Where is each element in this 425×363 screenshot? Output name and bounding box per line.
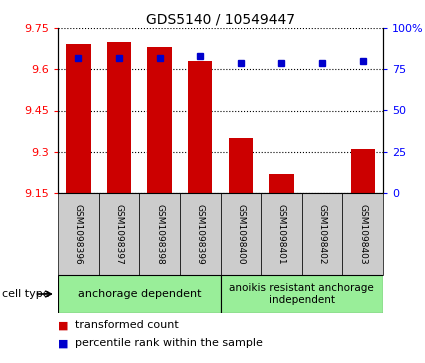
Bar (229, 138, 253, 193)
Text: GSM1098396: GSM1098396 (74, 204, 83, 264)
Bar (261, 193, 302, 275)
Text: transformed count: transformed count (75, 320, 179, 330)
Bar (139, 193, 180, 275)
Bar (147, 47, 172, 193)
Text: ■: ■ (58, 320, 68, 330)
Text: GSM1098399: GSM1098399 (196, 204, 205, 264)
Text: GSM1098397: GSM1098397 (114, 204, 123, 264)
Bar (221, 193, 261, 275)
Text: GSM1098400: GSM1098400 (236, 204, 245, 264)
Bar (221, 275, 383, 313)
Text: ■: ■ (58, 338, 68, 348)
Text: GSM1098401: GSM1098401 (277, 204, 286, 264)
Text: GSM1098403: GSM1098403 (358, 204, 367, 264)
Title: GDS5140 / 10549447: GDS5140 / 10549447 (146, 13, 295, 27)
Bar (269, 174, 294, 193)
Text: cell type: cell type (2, 289, 50, 299)
Text: anchorage dependent: anchorage dependent (77, 289, 201, 299)
Bar (343, 193, 383, 275)
Bar (351, 149, 375, 193)
Bar (107, 42, 131, 193)
Text: anoikis resistant anchorage
independent: anoikis resistant anchorage independent (230, 283, 374, 305)
Text: GSM1098398: GSM1098398 (155, 204, 164, 264)
Bar (58, 275, 221, 313)
Bar (180, 193, 221, 275)
Text: GSM1098402: GSM1098402 (317, 204, 326, 264)
Bar (188, 61, 212, 193)
Bar (66, 45, 91, 193)
Bar (99, 193, 139, 275)
Text: percentile rank within the sample: percentile rank within the sample (75, 338, 263, 348)
Bar (302, 193, 343, 275)
Bar (58, 193, 99, 275)
